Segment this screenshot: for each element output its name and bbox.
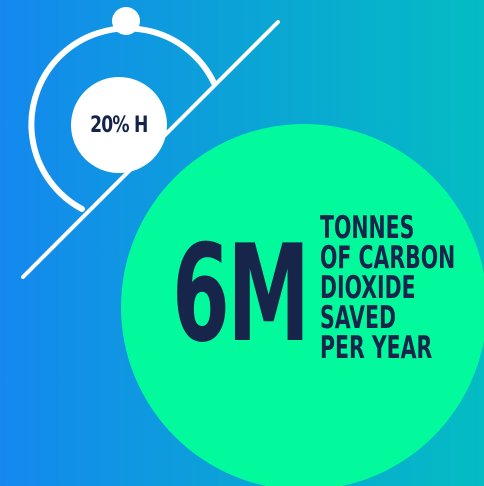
percent-label: 20% H xyxy=(90,112,148,138)
caption-line: SAVED xyxy=(320,300,396,336)
caption-line: PER YEAR xyxy=(320,330,433,366)
orbit-ring xyxy=(28,25,217,212)
hydrogen-percent-circle: 20% H xyxy=(71,77,167,173)
headline-number: 6M xyxy=(172,216,310,372)
orbit-dot xyxy=(112,7,140,35)
caption-line: DIOXIDE xyxy=(320,270,416,306)
statistic-circle xyxy=(121,124,484,486)
caption-line: OF CARBON xyxy=(320,240,456,276)
statistic-caption: TONNES OF CARBON DIOXIDE SAVED PER YEAR xyxy=(320,210,480,366)
caption-line: TONNES xyxy=(320,210,415,246)
